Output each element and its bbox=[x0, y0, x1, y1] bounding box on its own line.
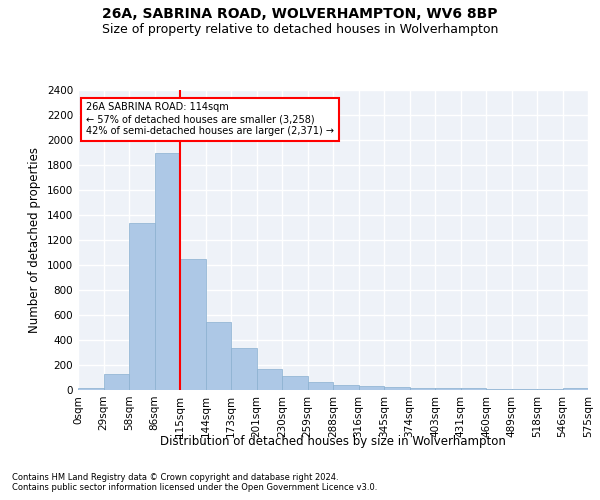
Bar bbox=[333, 385, 359, 390]
Bar bbox=[78, 388, 104, 390]
Bar bbox=[359, 386, 384, 390]
Bar bbox=[180, 260, 205, 390]
Text: Contains HM Land Registry data © Crown copyright and database right 2024.: Contains HM Land Registry data © Crown c… bbox=[12, 472, 338, 482]
Bar bbox=[435, 388, 461, 390]
Bar bbox=[205, 322, 231, 390]
Text: Distribution of detached houses by size in Wolverhampton: Distribution of detached houses by size … bbox=[160, 435, 506, 448]
Bar bbox=[384, 387, 409, 390]
Text: 26A, SABRINA ROAD, WOLVERHAMPTON, WV6 8BP: 26A, SABRINA ROAD, WOLVERHAMPTON, WV6 8B… bbox=[102, 8, 498, 22]
Bar bbox=[129, 222, 155, 390]
Bar bbox=[104, 374, 129, 390]
Bar bbox=[409, 388, 435, 390]
Text: 26A SABRINA ROAD: 114sqm
← 57% of detached houses are smaller (3,258)
42% of sem: 26A SABRINA ROAD: 114sqm ← 57% of detach… bbox=[86, 102, 334, 136]
Bar bbox=[155, 152, 180, 390]
Y-axis label: Number of detached properties: Number of detached properties bbox=[28, 147, 41, 333]
Bar bbox=[231, 348, 257, 390]
Bar bbox=[563, 388, 588, 390]
Bar bbox=[282, 376, 308, 390]
Text: Size of property relative to detached houses in Wolverhampton: Size of property relative to detached ho… bbox=[102, 22, 498, 36]
Bar bbox=[308, 382, 333, 390]
Bar bbox=[257, 370, 282, 390]
Text: Contains public sector information licensed under the Open Government Licence v3: Contains public sector information licen… bbox=[12, 482, 377, 492]
Bar bbox=[461, 388, 486, 390]
